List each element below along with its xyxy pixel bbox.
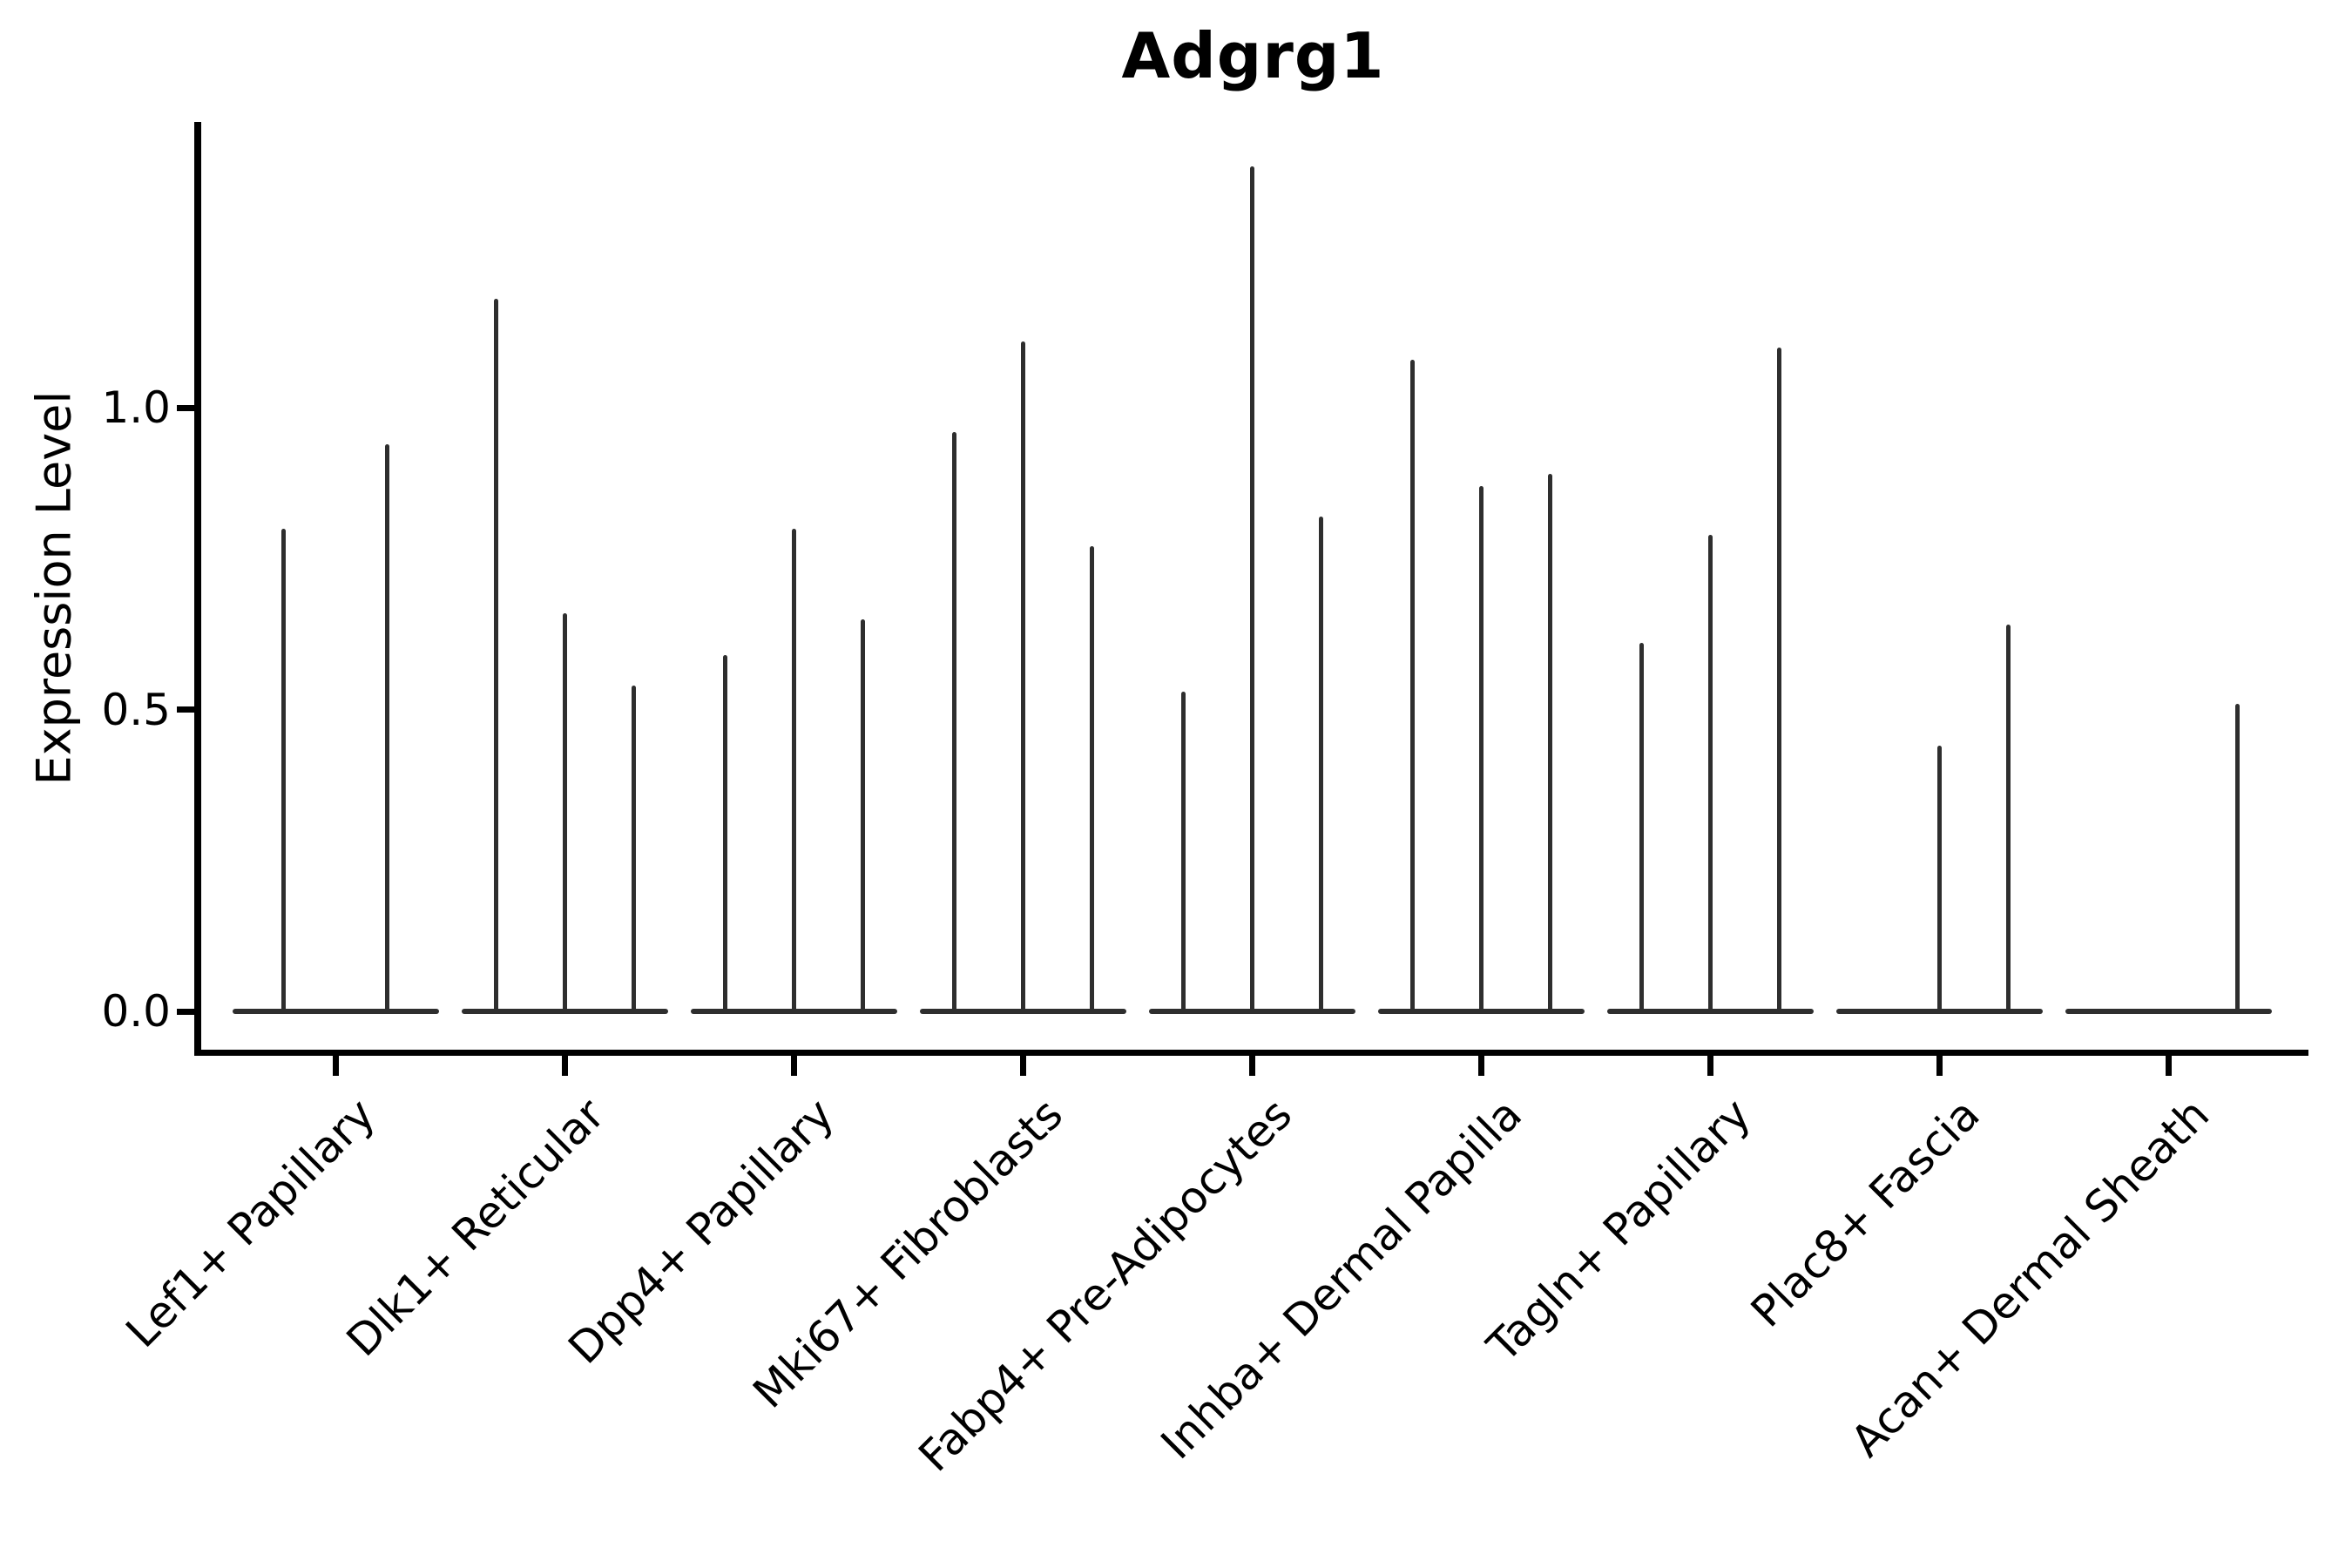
violin-baseline: [232, 1009, 439, 1014]
x-tick: [1248, 1052, 1255, 1076]
violin-spike: [860, 618, 865, 1013]
x-tick-label: Fabp4+ Pre-Adipocytes: [909, 1089, 1302, 1482]
y-tick-label: 1.0: [101, 382, 171, 433]
violin-spike: [562, 612, 567, 1013]
violin-spike: [281, 528, 287, 1013]
x-tick: [1019, 1052, 1026, 1076]
violin-spike: [1020, 341, 1025, 1013]
violin-spike: [1639, 643, 1645, 1013]
x-tick-label: Plac8+ Fascia: [1740, 1089, 1990, 1337]
violin-spike: [1180, 691, 1186, 1013]
x-tick: [2166, 1052, 2173, 1076]
x-tick: [332, 1052, 339, 1076]
plot-title: Adgrg1: [1121, 19, 1385, 92]
violin-spike: [1479, 486, 1484, 1013]
y-tick: [177, 706, 196, 713]
violin-spike: [1708, 534, 1713, 1013]
violin-spike: [1318, 516, 1323, 1013]
y-tick-label: 0.5: [101, 684, 171, 735]
violin-spike: [1249, 166, 1254, 1013]
x-tick: [1936, 1052, 1943, 1076]
y-tick: [177, 1008, 196, 1015]
y-tick-label: 0.0: [101, 986, 171, 1037]
violin-spike: [951, 431, 956, 1013]
violin-spike: [493, 299, 498, 1013]
violin-spike: [2235, 703, 2240, 1013]
violin-spike: [1777, 347, 1782, 1013]
violin-spike: [722, 655, 727, 1013]
violin-baseline: [2065, 1009, 2273, 1014]
x-tick: [561, 1052, 568, 1076]
x-tick: [790, 1052, 797, 1076]
violin-spike: [1548, 474, 1552, 1013]
y-axis-spine: [194, 122, 201, 1056]
x-tick: [1478, 1052, 1484, 1076]
y-tick: [177, 404, 196, 411]
x-tick: [1707, 1052, 1714, 1076]
violin-spike: [631, 685, 636, 1013]
violin-spike: [1089, 546, 1094, 1013]
violin-spike: [791, 528, 796, 1013]
violin-spike: [1937, 746, 1943, 1013]
violin-spike: [1410, 359, 1415, 1013]
x-tick-label: Lef1+ Papillary: [116, 1089, 386, 1358]
violin-spike: [2006, 625, 2011, 1013]
violin-spike: [384, 443, 389, 1013]
